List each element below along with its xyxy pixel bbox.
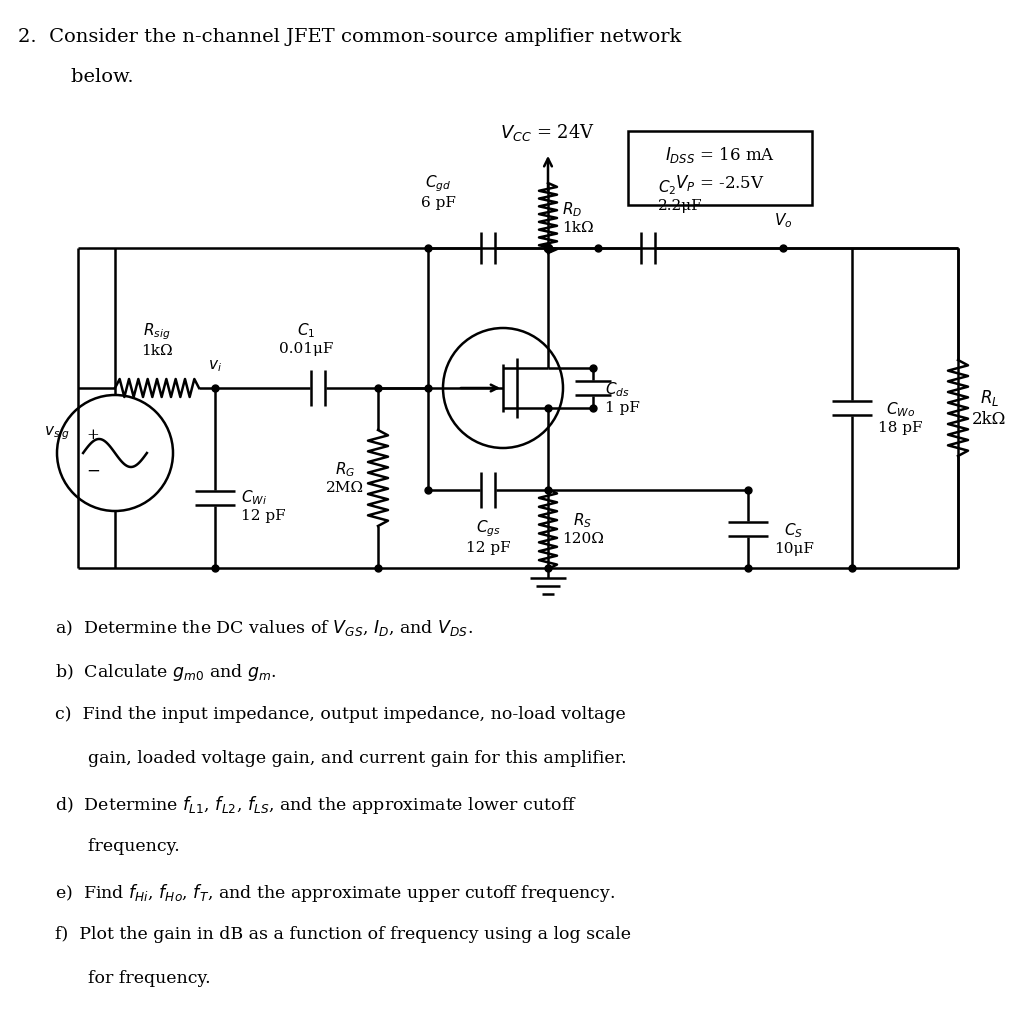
Text: $V_o$: $V_o$ — [774, 211, 792, 230]
Text: f)  Plot the gain in dB as a function of frequency using a log scale: f) Plot the gain in dB as a function of … — [55, 926, 631, 943]
Text: $V_{CC}$ = 24V: $V_{CC}$ = 24V — [501, 122, 595, 143]
Text: d)  Determine $f_{L1}$, $f_{L2}$, $f_{LS}$, and the approximate lower cutoff: d) Determine $f_{L1}$, $f_{L2}$, $f_{LS}… — [55, 794, 577, 816]
Text: gain, loaded voltage gain, and current gain for this amplifier.: gain, loaded voltage gain, and current g… — [55, 750, 627, 767]
Text: $C_{Wi}$
12 pF: $C_{Wi}$ 12 pF — [241, 488, 285, 523]
Text: $C_{gd}$
6 pF: $C_{gd}$ 6 pF — [421, 173, 455, 210]
Text: $R_D$
1kΩ: $R_D$ 1kΩ — [562, 201, 593, 236]
Text: $C_{Wo}$
18 pF: $C_{Wo}$ 18 pF — [878, 400, 923, 435]
Text: a)  Determine the DC values of $V_{GS}$, $I_D$, and $V_{DS}$.: a) Determine the DC values of $V_{GS}$, … — [55, 618, 472, 638]
Text: b)  Calculate $g_{m0}$ and $g_m$.: b) Calculate $g_{m0}$ and $g_m$. — [55, 662, 277, 683]
Text: $C_{ds}$
1 pF: $C_{ds}$ 1 pF — [605, 381, 640, 416]
Text: frequency.: frequency. — [55, 838, 180, 855]
Text: below.: below. — [46, 68, 134, 86]
Text: 2.  Consider the n-channel JFET common-source amplifier network: 2. Consider the n-channel JFET common-so… — [18, 28, 682, 46]
Text: +: + — [86, 428, 100, 442]
Text: $R_L$
2kΩ: $R_L$ 2kΩ — [972, 388, 1007, 428]
Text: $C_S$
10μF: $C_S$ 10μF — [774, 521, 814, 556]
Text: $I_{DSS}$ = 16 mA: $I_{DSS}$ = 16 mA — [665, 145, 775, 165]
Text: $R_{sig}$
1kΩ: $R_{sig}$ 1kΩ — [141, 322, 173, 358]
Text: −: − — [86, 463, 100, 479]
Text: $R_G$
2MΩ: $R_G$ 2MΩ — [326, 461, 364, 496]
Text: for frequency.: for frequency. — [55, 970, 210, 987]
Text: c)  Find the input impedance, output impedance, no-load voltage: c) Find the input impedance, output impe… — [55, 706, 626, 723]
Text: $R_S$
120Ω: $R_S$ 120Ω — [562, 512, 604, 547]
Text: $C_{gs}$
12 pF: $C_{gs}$ 12 pF — [465, 518, 510, 555]
FancyBboxPatch shape — [628, 131, 812, 205]
Text: e)  Find $f_{Hi}$, $f_{Ho}$, $f_T$, and the approximate upper cutoff frequency.: e) Find $f_{Hi}$, $f_{Ho}$, $f_T$, and t… — [55, 882, 615, 904]
Text: $v_{sig}$: $v_{sig}$ — [44, 424, 70, 441]
Text: $C_2$
2.2μF: $C_2$ 2.2μF — [658, 178, 703, 213]
Text: $v_i$: $v_i$ — [208, 358, 221, 374]
Text: $V_P$ = -2.5V: $V_P$ = -2.5V — [676, 173, 765, 193]
Text: $C_1$
0.01μF: $C_1$ 0.01μF — [278, 322, 333, 356]
